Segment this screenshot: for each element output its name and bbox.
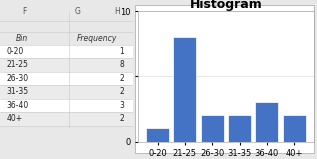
Text: H: H xyxy=(114,7,120,16)
Title: Histogram: Histogram xyxy=(190,0,262,11)
Text: G: G xyxy=(74,7,80,16)
Text: 40+: 40+ xyxy=(7,114,23,123)
Bar xyxy=(146,128,169,142)
Text: F: F xyxy=(22,7,26,16)
Text: 1: 1 xyxy=(119,47,124,56)
Text: 2: 2 xyxy=(119,74,124,83)
Bar xyxy=(0,99,133,112)
Text: 8: 8 xyxy=(119,60,124,69)
Bar xyxy=(228,115,251,142)
Bar xyxy=(201,115,224,142)
Text: 26-30: 26-30 xyxy=(7,74,29,83)
Text: Frequency: Frequency xyxy=(77,34,117,43)
Bar xyxy=(255,102,279,142)
Bar xyxy=(0,112,133,126)
Text: 2: 2 xyxy=(119,87,124,96)
Text: 2: 2 xyxy=(119,114,124,123)
Bar xyxy=(0,45,133,58)
Text: 36-40: 36-40 xyxy=(7,101,29,110)
Bar xyxy=(0,58,133,72)
Text: 0-20: 0-20 xyxy=(7,47,24,56)
Text: 31-35: 31-35 xyxy=(7,87,29,96)
Bar xyxy=(0,85,133,99)
Y-axis label: Frequency: Frequency xyxy=(109,53,118,100)
Text: 21-25: 21-25 xyxy=(7,60,29,69)
Text: 3: 3 xyxy=(119,101,124,110)
Bar xyxy=(0,72,133,85)
Text: Bin: Bin xyxy=(16,34,28,43)
Bar xyxy=(282,115,306,142)
Bar xyxy=(173,37,197,142)
